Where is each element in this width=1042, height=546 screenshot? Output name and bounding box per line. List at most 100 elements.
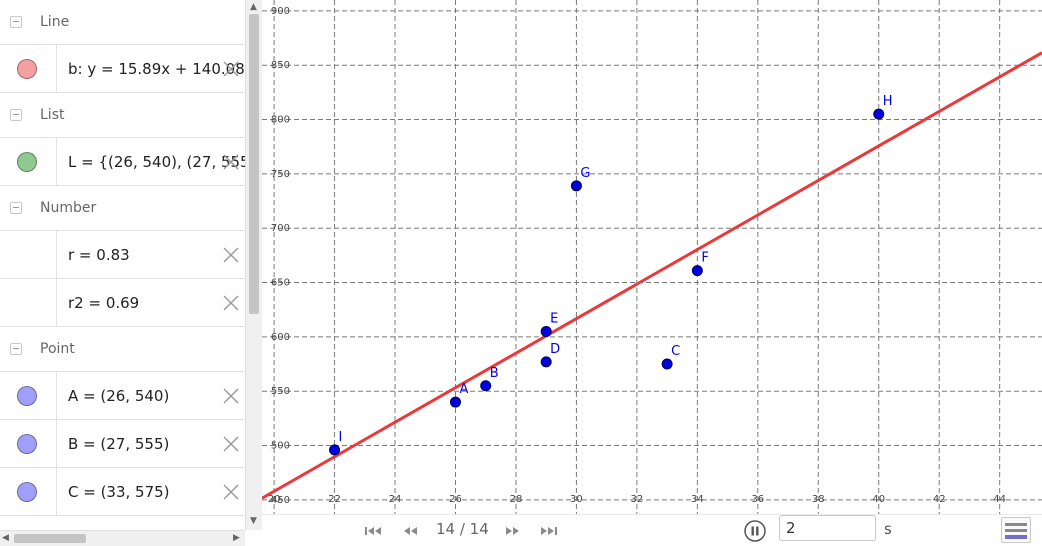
point-label-e: E <box>550 311 558 326</box>
visibility-toggle-icon[interactable] <box>17 385 37 406</box>
group-header-line[interactable]: Line <box>0 0 245 45</box>
y-tick-label: 800 <box>271 115 290 126</box>
y-tick-label: 500 <box>271 441 290 452</box>
regression-line <box>262 51 1042 500</box>
group-header-number[interactable]: Number <box>0 186 245 231</box>
delete-icon[interactable] <box>222 435 240 453</box>
pause-icon[interactable] <box>744 520 766 542</box>
data-point-g <box>570 180 582 192</box>
algebra-item[interactable]: L = {(26, 540), (27, 555), <box>0 138 245 186</box>
last-slide-icon[interactable] <box>538 522 560 540</box>
algebra-vertical-scrollbar[interactable]: ▲ ▼ <box>245 0 262 530</box>
algebra-expression[interactable]: r = 0.83 <box>68 245 130 264</box>
group-header-point[interactable]: Point <box>0 327 245 372</box>
visibility-cell[interactable] <box>0 279 57 326</box>
vertical-scroll-thumb[interactable] <box>249 14 259 314</box>
visibility-toggle-icon[interactable] <box>17 433 37 454</box>
data-point-d <box>540 356 552 368</box>
data-point-c <box>661 358 673 370</box>
y-tick-label: 900 <box>271 6 290 17</box>
algebra-horizontal-scrollbar[interactable]: ◀ ▶ <box>0 530 245 546</box>
scroll-right-arrow-icon[interactable]: ▶ <box>233 533 240 543</box>
data-point-h <box>873 108 885 120</box>
x-tick-label: 30 <box>570 494 583 505</box>
algebra-item[interactable]: B = (27, 555) <box>0 420 245 468</box>
data-point-f <box>691 265 703 277</box>
algebra-expression[interactable]: A = (26, 540) <box>68 386 170 405</box>
scroll-up-arrow-icon[interactable]: ▲ <box>250 2 257 12</box>
algebra-item[interactable]: r = 0.83 <box>0 231 245 279</box>
algebra-item[interactable]: A = (26, 540) <box>0 372 245 420</box>
scroll-down-arrow-icon[interactable]: ▼ <box>250 516 257 526</box>
x-tick-label: 36 <box>751 494 764 505</box>
x-tick-label: 40 <box>872 494 885 505</box>
x-tick-label: 28 <box>510 494 523 505</box>
algebra-expression[interactable]: C = (33, 575) <box>68 482 170 501</box>
collapse-toggle-icon[interactable] <box>10 202 22 214</box>
data-point-e <box>540 325 552 337</box>
delete-icon[interactable] <box>222 483 240 501</box>
visibility-cell[interactable] <box>0 468 57 515</box>
point-label-c: C <box>671 344 680 359</box>
group-title: Line <box>40 14 70 30</box>
visibility-toggle-icon[interactable] <box>17 151 37 172</box>
group-title: List <box>40 107 65 123</box>
y-tick-label: 700 <box>271 223 290 234</box>
point-label-g: G <box>580 166 590 181</box>
visibility-cell[interactable] <box>0 138 57 185</box>
horizontal-scroll-thumb[interactable] <box>14 534 86 543</box>
algebra-expression[interactable]: r2 = 0.69 <box>68 293 140 312</box>
point-label-a: A <box>459 382 468 397</box>
y-tick-label: 650 <box>271 278 290 289</box>
x-tick-label: 24 <box>389 494 402 505</box>
animation-speed-input[interactable] <box>779 515 876 541</box>
delete-icon[interactable] <box>222 387 240 405</box>
y-tick-label: 750 <box>271 169 290 180</box>
axis-tick-labels: 20 22 24 26 28 30 32 34 36 38 40 42 44 450 500 550 600 65… <box>268 6 1006 506</box>
y-tick-label: 550 <box>271 386 290 397</box>
visibility-cell[interactable] <box>0 420 57 467</box>
delete-icon[interactable] <box>222 294 240 312</box>
collapse-toggle-icon[interactable] <box>10 343 22 355</box>
x-tick-label: 32 <box>631 494 644 505</box>
algebra-expression[interactable]: b: y = 15.89x + 140.08 <box>68 59 245 78</box>
visibility-cell[interactable] <box>0 372 57 419</box>
slide-counter: 14 / 14 <box>436 520 489 538</box>
algebra-view: Line b: y = 15.89x + 140.08 List L = {(26, … <box>0 0 245 530</box>
visibility-cell[interactable] <box>0 45 57 92</box>
x-tick-label: 22 <box>328 494 341 505</box>
data-point-a <box>449 396 461 408</box>
collapse-toggle-icon[interactable] <box>10 16 22 28</box>
point-label-i: I <box>339 430 343 445</box>
point-label-b: B <box>490 366 499 381</box>
y-tick-label: 450 <box>271 495 290 506</box>
graphics-view[interactable]: 20 22 24 26 28 30 32 34 36 38 40 42 44 450 500 550 600 65… <box>262 0 1042 514</box>
first-slide-icon[interactable] <box>362 522 384 540</box>
visibility-toggle-icon[interactable] <box>17 481 37 502</box>
algebra-expression[interactable]: B = (27, 555) <box>68 434 170 453</box>
delete-icon[interactable] <box>222 153 240 171</box>
scroll-left-arrow-icon[interactable]: ◀ <box>2 533 9 543</box>
collapse-toggle-icon[interactable] <box>10 109 22 121</box>
group-title: Point <box>40 341 75 357</box>
data-point-b <box>480 380 492 392</box>
y-tick-label: 600 <box>271 332 290 343</box>
algebra-expression[interactable]: L = {(26, 540), (27, 555), <box>68 152 245 171</box>
regression-line-layer <box>262 51 1042 500</box>
visibility-cell[interactable] <box>0 231 57 278</box>
x-tick-label: 26 <box>449 494 462 505</box>
delete-icon[interactable] <box>222 246 240 264</box>
previous-slide-icon[interactable] <box>399 522 421 540</box>
x-tick-label: 38 <box>812 494 825 505</box>
point-label-d: D <box>550 342 560 357</box>
y-tick-label: 850 <box>271 60 290 71</box>
group-title: Number <box>40 200 97 216</box>
visibility-toggle-icon[interactable] <box>17 58 37 79</box>
algebra-table-icon[interactable] <box>1001 517 1031 543</box>
delete-icon[interactable] <box>222 60 240 78</box>
next-slide-icon[interactable] <box>502 522 524 540</box>
algebra-item[interactable]: r2 = 0.69 <box>0 279 245 327</box>
algebra-item[interactable]: b: y = 15.89x + 140.08 <box>0 45 245 93</box>
algebra-item[interactable]: C = (33, 575) <box>0 468 245 516</box>
group-header-list[interactable]: List <box>0 93 245 138</box>
